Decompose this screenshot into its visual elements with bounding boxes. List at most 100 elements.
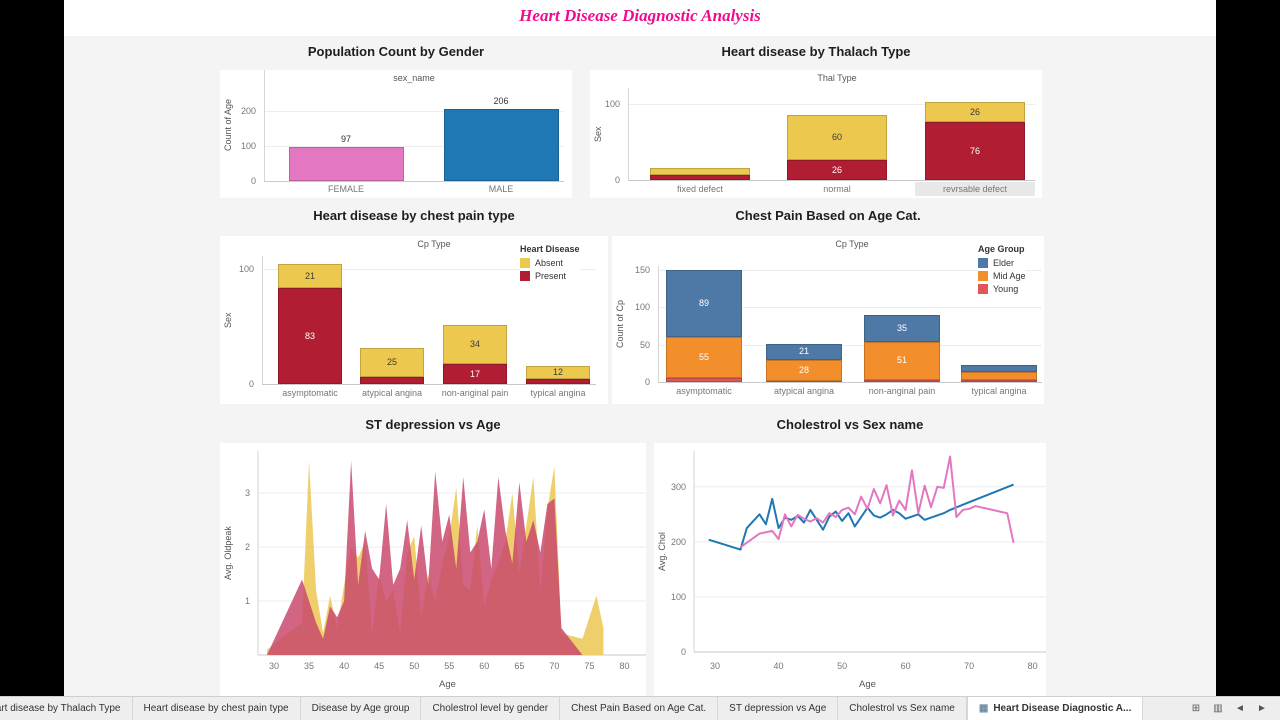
bar-segment-mid-age[interactable]: 51 bbox=[864, 341, 940, 380]
bar-segment-absent[interactable]: 60 bbox=[787, 114, 887, 161]
legend-item-present[interactable]: Present bbox=[520, 271, 580, 281]
bar-value-label: 89 bbox=[698, 298, 709, 309]
sheet-tab-chest-pain-based-on-age-cat-[interactable]: Chest Pain Based on Age Cat. bbox=[560, 697, 719, 720]
filmstrip-icon[interactable]: ▥ bbox=[1213, 703, 1223, 714]
chart-title: Cholestrol vs Sex name bbox=[776, 417, 924, 432]
chol-svg bbox=[693, 451, 1046, 653]
y-tick-label: 300 bbox=[670, 481, 686, 492]
bar-segment-present[interactable] bbox=[650, 175, 750, 180]
bar-segment-present[interactable]: 17 bbox=[443, 364, 507, 384]
gridline bbox=[658, 269, 1042, 271]
x-category-label: asymptomatic bbox=[676, 386, 732, 396]
bar-value-label: 17 bbox=[469, 368, 480, 379]
gridline bbox=[658, 344, 1042, 346]
bar-female[interactable] bbox=[288, 147, 404, 181]
bar-segment-present[interactable] bbox=[360, 377, 424, 384]
y-tick-label: 0 bbox=[248, 379, 254, 389]
bar-segment-mid-age[interactable]: 55 bbox=[666, 337, 742, 379]
bar-segment-present[interactable]: 83 bbox=[278, 288, 342, 384]
bar-segment-present[interactable]: 26 bbox=[787, 160, 887, 180]
chart-title: ST depression vs Age bbox=[365, 417, 501, 432]
bar-segment-present[interactable]: 76 bbox=[925, 122, 1025, 180]
bar-value-label: 83 bbox=[304, 330, 315, 341]
legend-item-elder[interactable]: Elder bbox=[978, 258, 1026, 268]
bar-segment-young[interactable] bbox=[666, 378, 742, 382]
chest-pain-type-plot[interactable]: Cp Type Sex 0 100 83 21 asymptomatic 25 atypical… bbox=[220, 236, 608, 404]
bar-segment-mid-age[interactable] bbox=[961, 372, 1037, 380]
thalach-type-plot[interactable]: Thal Type Sex 0 100 fixed defect 26 60 normal 76… bbox=[590, 70, 1042, 198]
bar-value-label: 76 bbox=[969, 145, 980, 156]
x-tick-label: 40 bbox=[773, 661, 784, 671]
bar-segment-absent[interactable] bbox=[650, 167, 750, 176]
y-tick-label: 100 bbox=[240, 141, 256, 151]
bar-segment-present[interactable] bbox=[526, 379, 590, 384]
legend-item-mid-age[interactable]: Mid Age bbox=[978, 271, 1026, 281]
dashboard-title: Heart Disease Diagnostic Analysis bbox=[519, 6, 761, 25]
next-tab-icon[interactable]: ► bbox=[1257, 703, 1267, 714]
bar-segment-young[interactable] bbox=[961, 379, 1037, 382]
bar-segment-absent[interactable]: 34 bbox=[443, 325, 507, 365]
st-depression-plot[interactable]: Avg. Oldpeak 1 2 3 30 35 40 45 50 55 60 65 70 75 80 Age bbox=[220, 443, 646, 696]
bar-segment-elder[interactable]: 89 bbox=[666, 270, 742, 338]
bar-value-label: 28 bbox=[798, 364, 809, 375]
x-category-label: non-anginal pain bbox=[441, 388, 509, 398]
y-tick-label: 0 bbox=[614, 175, 620, 185]
bar-segment-absent[interactable]: 12 bbox=[526, 365, 590, 380]
x-tick-label: 60 bbox=[479, 661, 490, 671]
y-tick-label: 3 bbox=[244, 488, 250, 499]
y-tick-label: 200 bbox=[240, 106, 256, 116]
legend-item-absent[interactable]: Absent bbox=[520, 258, 580, 268]
gridline bbox=[658, 307, 1042, 309]
sheet-tab-label: Chest Pain Based on Age Cat. bbox=[571, 703, 707, 714]
sheet-tab-cholestrol-level-by-gender[interactable]: Cholestrol level by gender bbox=[421, 697, 561, 720]
sheet-tab-heart-disease-by-chest-pain-type[interactable]: Heart disease by chest pain type bbox=[133, 697, 301, 720]
x-axis-title: Age bbox=[439, 679, 456, 690]
bar-value-label: 21 bbox=[304, 270, 315, 281]
area-series-present bbox=[267, 460, 604, 655]
bar-segment-young[interactable] bbox=[766, 380, 842, 382]
y-tick-label: 2 bbox=[244, 542, 250, 553]
sheet-tab-heart-disease-by-thalach-type[interactable]: Heart disease by Thalach Type bbox=[0, 697, 133, 720]
x-category-label: typical angina bbox=[971, 386, 1027, 396]
sheet-tab-st-depression-vs-age[interactable]: ST depression vs Age bbox=[718, 697, 839, 720]
bar-value-label: 206 bbox=[493, 95, 509, 106]
x-tick-label: 50 bbox=[837, 661, 848, 671]
age-category-plot[interactable]: Cp Type Count of Cp 0 50 100 150 55 89 asymptoma… bbox=[612, 236, 1044, 404]
y-axis-line bbox=[628, 88, 629, 180]
column-field-label: Thal Type bbox=[817, 73, 857, 83]
x-tick-label: 80 bbox=[1027, 661, 1038, 671]
bar-segment-absent[interactable]: 21 bbox=[278, 264, 342, 289]
previous-tab-icon[interactable]: ◄ bbox=[1235, 703, 1245, 714]
x-axis-title: Age bbox=[859, 679, 876, 690]
bar-male[interactable] bbox=[443, 108, 559, 181]
x-category-label: normal bbox=[823, 184, 851, 194]
bar-segment-young[interactable] bbox=[864, 379, 940, 382]
bar-segment-elder[interactable] bbox=[961, 364, 1037, 373]
x-tick-label: 35 bbox=[304, 661, 315, 671]
bar-segment-absent[interactable]: 26 bbox=[925, 102, 1025, 123]
bar-segment-absent[interactable]: 25 bbox=[360, 348, 424, 378]
bar-segment-elder[interactable]: 21 bbox=[766, 343, 842, 360]
x-category-label: atypical angina bbox=[773, 386, 835, 396]
x-category-label: FEMALE bbox=[327, 184, 364, 194]
bar-segment-elder[interactable]: 35 bbox=[864, 315, 940, 342]
sheet-tab-label: Cholestrol vs Sex name bbox=[849, 703, 955, 714]
legend-swatch bbox=[978, 284, 988, 294]
bar-value-label: 55 bbox=[698, 352, 709, 363]
sheet-sorter-icon[interactable]: ⊞ bbox=[1191, 703, 1201, 714]
sheet-tab-label: Cholestrol level by gender bbox=[432, 703, 549, 714]
y-tick-label: 0 bbox=[644, 377, 650, 387]
sheet-tab-heart-disease-diagnostic-a-[interactable]: ▦ Heart Disease Diagnostic A... bbox=[966, 697, 1144, 720]
bar-segment-mid-age[interactable]: 28 bbox=[766, 359, 842, 381]
population-by-gender-plot[interactable]: sex_name Count of Age 0 100 200 97 FEMALE 206 MA… bbox=[220, 70, 572, 198]
active-sheet-icon: ▦ bbox=[978, 703, 989, 714]
legend-item-young[interactable]: Young bbox=[978, 284, 1026, 294]
sheet-tab-disease-by-age-group[interactable]: Disease by Age group bbox=[301, 697, 422, 720]
y-tick-label: 100 bbox=[670, 591, 686, 602]
x-tick-label: 55 bbox=[444, 661, 455, 671]
sheet-tab-cholestrol-vs-sex-name[interactable]: Cholestrol vs Sex name bbox=[838, 697, 967, 720]
cholestrol-plot[interactable]: Avg. Chol 0 100 200 300 30 40 50 60 70 80 Age bbox=[654, 443, 1046, 696]
x-tick-label: 70 bbox=[964, 661, 975, 671]
bar-value-label: 26 bbox=[969, 106, 980, 117]
